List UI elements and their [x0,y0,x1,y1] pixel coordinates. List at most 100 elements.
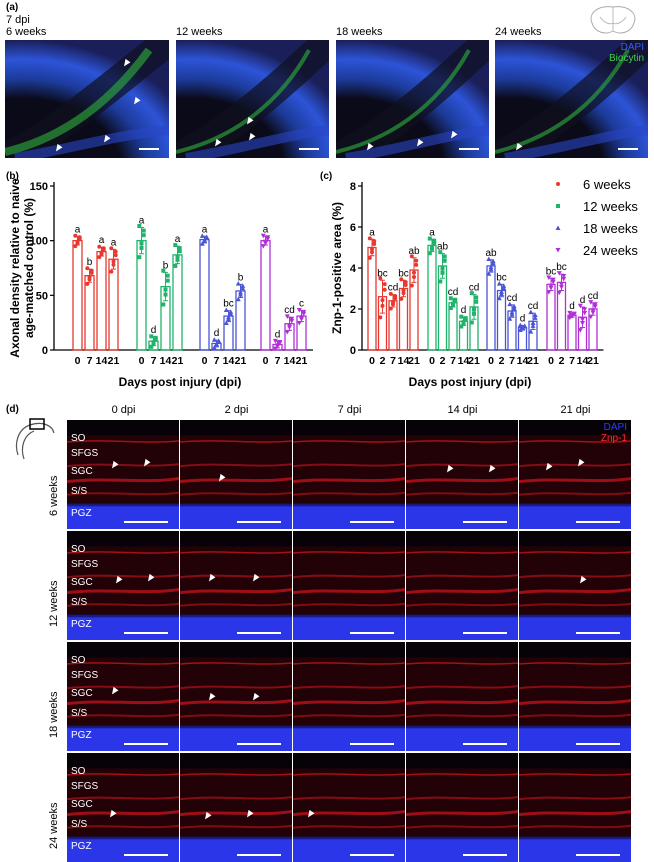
bar [260,240,271,351]
data-point [263,239,268,245]
panel-c-label: (c) [320,171,333,182]
legend-dapi: DAPI [603,422,627,433]
data-point [287,323,292,328]
y-tick-label: 50 [36,290,48,302]
bar [427,244,437,351]
data-point [399,296,404,301]
bar [84,275,95,351]
significance-letter: ab [485,248,497,259]
data-point [561,274,567,279]
data-point [432,238,437,243]
data-point [137,255,142,260]
scale-bar [237,521,281,523]
data-point [442,254,447,259]
x-tick-label: 7 [214,355,220,367]
x-tick-label: 7 [151,355,157,367]
legend-label: 18 weeks [583,221,638,236]
data-point [260,244,266,249]
scale-bar [350,743,394,745]
data-point [474,295,479,300]
x-tick-label: 14 [160,355,172,367]
data-point [284,314,290,319]
data-point [173,243,178,248]
data-point [211,345,217,350]
data-point [401,288,406,293]
data-point [226,314,231,320]
data-point [275,343,280,348]
data-point [577,328,583,333]
x-tick-label: 7 [275,355,281,367]
znp1-micrograph [293,753,405,862]
scale-bar [237,632,281,634]
significance-letter: a [75,224,81,235]
data-point [139,241,144,246]
znp1-micrograph [180,531,292,640]
data-point [87,275,92,280]
znp1-micrograph [406,531,518,640]
data-point [507,301,513,307]
data-point [403,280,408,285]
significance-letter: a [99,235,105,246]
row-label: 12 weeks [48,580,60,627]
x-tick-label: 0 [488,355,494,367]
data-point [472,311,476,316]
biocytin-micrograph [5,40,169,158]
x-tick-label: 0 [548,355,554,367]
znp1-micrograph [293,642,405,751]
data-point [378,276,383,281]
data-point [238,289,243,295]
data-point [448,296,453,301]
data-point [546,275,552,281]
significance-letter: bc [556,262,567,273]
brain-schematic-icon [586,3,640,37]
significance-letter: a [369,227,375,238]
legend-znp1: Znp-1 [600,433,627,444]
significance-letter: a [175,234,181,245]
legend-marker [556,182,560,186]
scale-bar [350,521,394,523]
data-point [113,253,118,258]
significance-letter: b [87,257,93,268]
scale-bar [463,632,507,634]
data-point [399,277,404,282]
scale-bar [237,854,281,856]
x-tick-label: 21 [468,355,480,367]
significance-letter: b [238,272,244,283]
significance-letter: a [429,227,435,238]
data-point [113,249,118,254]
layer-label: SO [71,543,86,555]
data-point [582,310,588,316]
data-point [496,295,502,301]
data-point [296,320,302,326]
data-point [380,303,385,308]
znp1-micrograph: SO SFGS SGC S/S PGZ [67,420,179,529]
legend-label: 12 weeks [583,199,638,214]
data-point [149,344,154,349]
znp1-micrograph [406,753,518,862]
layer-label: SO [71,432,86,444]
data-point [511,303,517,309]
x-tick-label: 2 [380,355,386,367]
significance-letter: d [520,313,526,324]
x-tick-label: 21 [527,355,539,367]
layer-label: SO [71,765,86,777]
scale-bar [350,854,394,856]
data-point [528,309,534,315]
data-point [486,256,492,262]
layer-label: SFGS [71,670,99,682]
x-tick-label: 0 [202,355,208,367]
data-point [517,322,523,328]
x-tick-label: 14 [398,355,410,367]
data-point [163,287,168,292]
data-point [528,329,534,334]
data-point [372,239,377,244]
data-point [109,246,114,251]
data-point [474,299,479,304]
x-tick-label: 2 [559,355,565,367]
column-label: 2 dpi [224,404,249,416]
row-label: 18 weeks [48,691,60,738]
data-point [99,250,104,255]
znp1-micrograph: SO SFGS SGC S/S PGZ [67,531,179,640]
x-tick-label: 21 [408,355,420,367]
data-point [509,309,515,315]
